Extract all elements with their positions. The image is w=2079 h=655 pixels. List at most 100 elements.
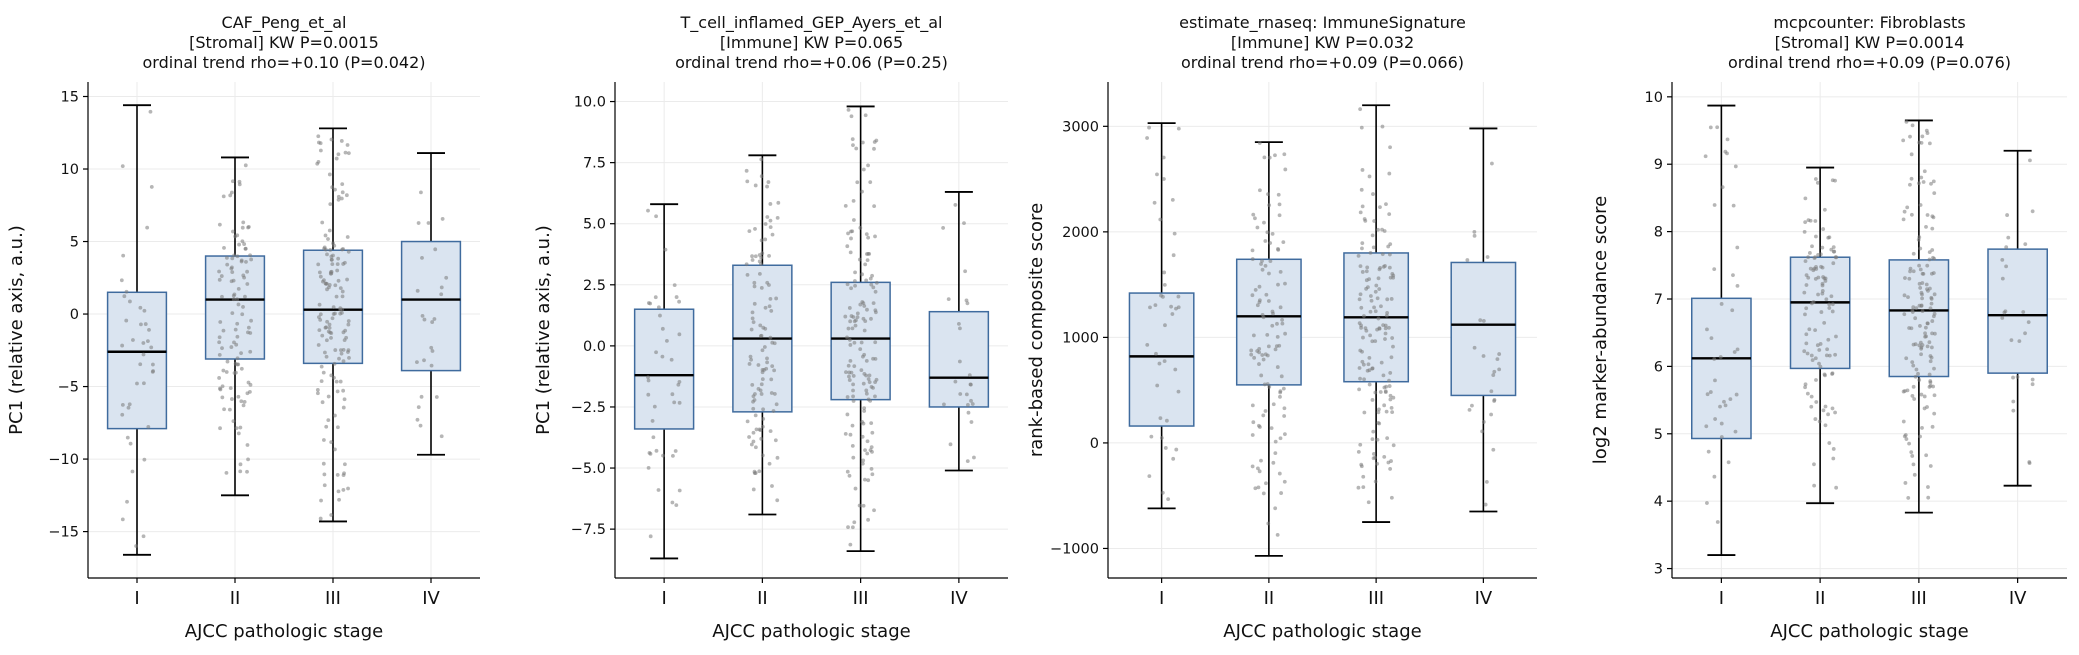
data-point — [1715, 520, 1720, 524]
data-point — [677, 488, 682, 493]
data-point — [1819, 310, 1824, 314]
y-tick-label: 7 — [1654, 292, 1663, 308]
data-point — [1930, 331, 1934, 336]
data-point — [248, 349, 253, 354]
data-point — [1909, 152, 1914, 157]
data-point — [870, 472, 875, 477]
data-point — [1161, 155, 1166, 160]
data-point — [754, 427, 759, 432]
data-point — [853, 486, 858, 491]
data-point — [751, 487, 756, 492]
data-point — [1902, 312, 1907, 317]
data-point — [1358, 292, 1363, 297]
data-point — [220, 384, 225, 389]
data-point — [1712, 267, 1717, 272]
data-point — [1382, 403, 1387, 408]
data-point — [345, 143, 350, 147]
data-point — [848, 358, 853, 363]
data-point — [1909, 176, 1914, 181]
data-point — [1368, 333, 1372, 338]
data-point — [328, 271, 333, 276]
data-point — [338, 306, 343, 311]
data-point — [420, 313, 425, 318]
data-point — [1708, 390, 1713, 394]
data-point — [946, 297, 951, 302]
data-point — [149, 345, 154, 350]
data-point — [861, 354, 865, 359]
data-point — [970, 402, 975, 406]
data-point — [761, 407, 765, 412]
data-point — [346, 350, 350, 354]
data-point — [748, 354, 753, 359]
data-point — [1361, 485, 1366, 489]
chart-title-line: [Stromal] KW P=0.0015 — [189, 33, 379, 52]
data-point — [1279, 374, 1284, 379]
data-point — [1814, 400, 1819, 404]
data-point — [1162, 270, 1167, 275]
data-point — [1813, 417, 1818, 421]
data-point — [340, 182, 345, 187]
data-point — [334, 379, 339, 384]
data-point — [1901, 138, 1906, 143]
x-tick-label: IV — [1475, 588, 1493, 609]
data-point — [1907, 441, 1911, 446]
data-point — [422, 358, 426, 363]
data-point — [339, 351, 344, 356]
x-tick-label: IV — [422, 588, 440, 609]
data-point — [241, 273, 246, 278]
data-point — [245, 469, 249, 474]
data-point — [340, 294, 345, 299]
data-point — [759, 436, 764, 441]
data-point — [240, 312, 245, 317]
data-point — [2023, 331, 2027, 336]
data-point — [326, 418, 331, 422]
data-point — [843, 314, 848, 319]
data-point — [661, 453, 665, 458]
data-point — [1826, 337, 1831, 342]
data-point — [1728, 397, 1733, 402]
data-point — [1250, 433, 1255, 437]
data-point — [235, 233, 240, 238]
data-point — [855, 311, 860, 316]
data-point — [1812, 462, 1816, 467]
data-point — [418, 423, 423, 428]
data-point — [851, 198, 856, 203]
data-point — [336, 425, 340, 430]
data-point — [759, 333, 764, 338]
data-point — [1383, 390, 1388, 395]
data-point — [1703, 154, 1708, 159]
data-point — [756, 363, 761, 367]
data-point — [1367, 382, 1372, 387]
data-point — [1253, 216, 1257, 221]
data-point — [147, 327, 151, 332]
data-point — [1820, 265, 1825, 270]
data-point — [1821, 227, 1826, 231]
data-point — [1250, 248, 1255, 253]
data-point — [221, 194, 226, 199]
data-point — [1831, 261, 1836, 266]
data-point — [324, 424, 329, 429]
data-point — [416, 405, 421, 410]
data-point — [1830, 406, 1835, 411]
data-point — [776, 200, 781, 205]
data-point — [244, 259, 248, 264]
data-point — [873, 340, 878, 345]
data-point — [749, 442, 754, 447]
data-point — [1359, 305, 1364, 310]
data-point — [753, 392, 757, 396]
data-point — [1387, 378, 1391, 383]
data-point — [1391, 275, 1396, 280]
data-point — [763, 305, 768, 310]
data-point — [1260, 353, 1265, 357]
data-point — [1273, 439, 1278, 444]
data-point — [762, 345, 767, 349]
data-point — [866, 235, 871, 240]
data-point — [1802, 229, 1807, 234]
data-point — [1361, 362, 1366, 367]
data-point — [751, 399, 755, 404]
data-point — [1912, 397, 1917, 401]
data-point — [1154, 351, 1158, 356]
data-point — [345, 235, 350, 239]
data-point — [1905, 205, 1910, 210]
